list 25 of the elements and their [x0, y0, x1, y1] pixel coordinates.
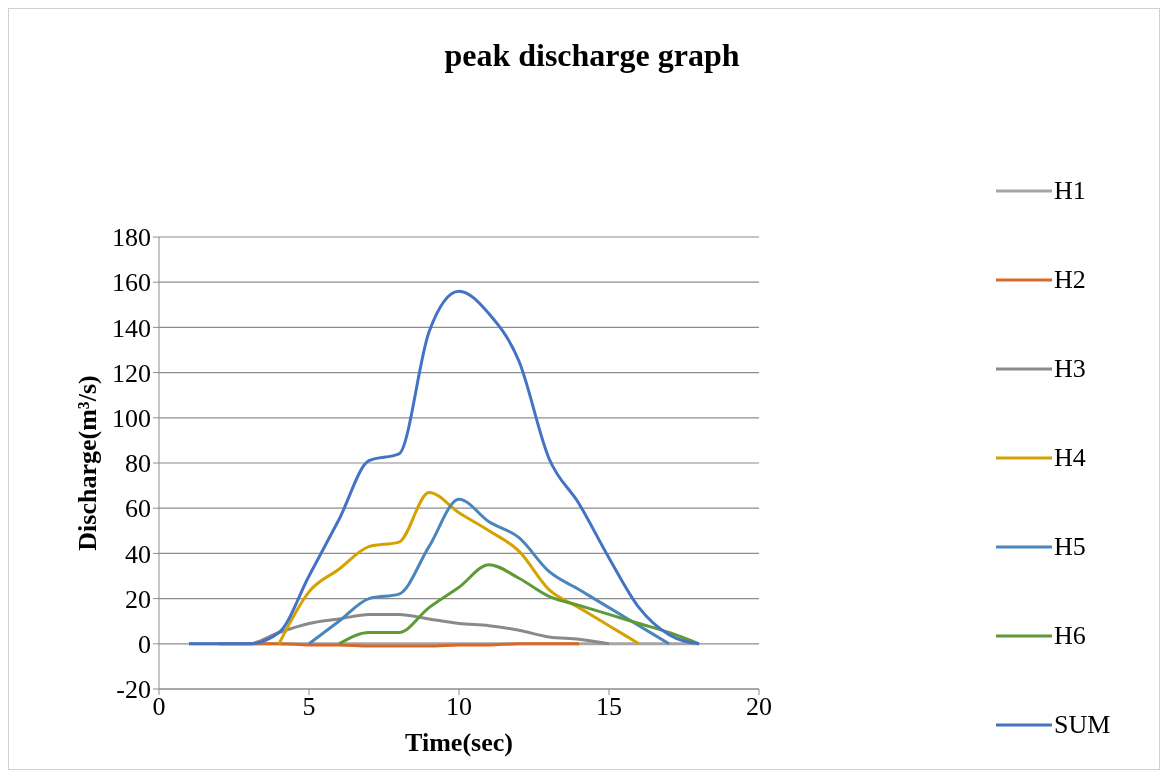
x-tick-label: 15	[596, 692, 622, 722]
y-tick-label: 120	[112, 358, 151, 388]
legend-label: H5	[1054, 532, 1086, 562]
x-tick-label: 20	[746, 692, 772, 722]
y-tick-label: 20	[125, 584, 151, 614]
legend-label: H2	[1054, 265, 1086, 295]
y-tick-label: 180	[112, 223, 151, 253]
legend-label: SUM	[1054, 710, 1111, 740]
y-tick-label: 100	[112, 404, 151, 434]
y-tick-label: 160	[112, 268, 151, 298]
y-tick-label: 140	[112, 313, 151, 343]
y-axis-title: Discharge(m³/s)	[73, 375, 103, 551]
y-tick-label: -20	[116, 675, 151, 705]
y-tick-label: 40	[125, 539, 151, 569]
legend-label: H1	[1054, 176, 1086, 206]
x-tick-label: 5	[302, 692, 316, 722]
legend-label: H4	[1054, 443, 1086, 473]
y-tick-label: 60	[125, 494, 151, 524]
y-tick-label: 0	[138, 630, 151, 660]
legend-label: H3	[1054, 354, 1086, 384]
x-tick-label: 10	[446, 692, 472, 722]
chart-title: peak discharge graph	[443, 37, 741, 74]
y-tick-label: 80	[125, 449, 151, 479]
legend-label: H6	[1054, 621, 1086, 651]
x-axis-title: Time(sec)	[405, 728, 513, 757]
